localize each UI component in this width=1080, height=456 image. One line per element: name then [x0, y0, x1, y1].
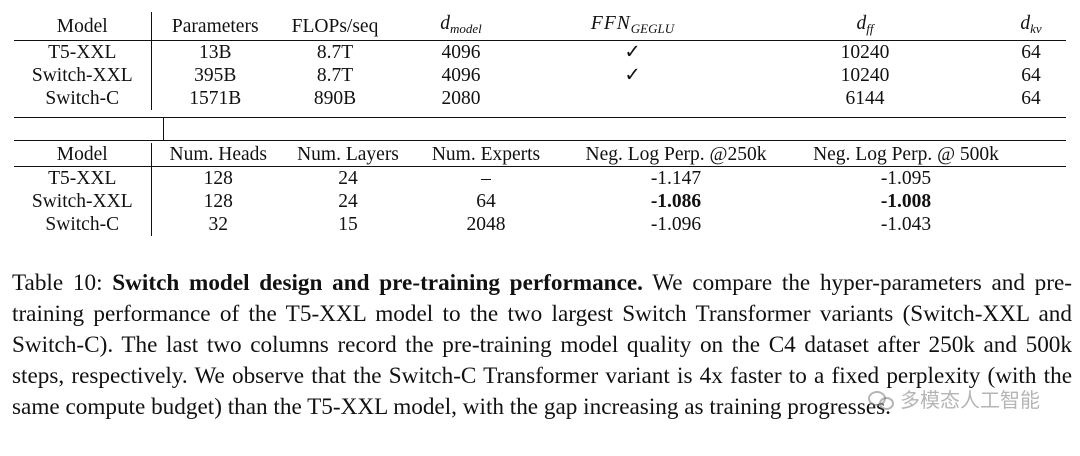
cell-num-layers: 24: [338, 191, 358, 212]
header-num-experts: Num. Experts: [411, 143, 561, 167]
header-ffn-geglu: FFNGEGLU: [531, 12, 734, 41]
cell-model: T5-XXL: [14, 166, 152, 190]
cell-perp-500k: -1.095: [880, 168, 932, 189]
cell-num-heads: 128: [203, 191, 233, 212]
table-row: Switch-C 32 15 2048 -1.096 -1.043: [14, 213, 1066, 236]
cell-flops: 890B: [313, 88, 357, 109]
cell-model: Switch-C: [14, 213, 152, 236]
table-row: Switch-XXL 128 24 64 -1.086 -1.008: [14, 190, 1066, 213]
cell-num-experts: 64: [476, 191, 496, 212]
header-flops: FLOPs/seq: [279, 12, 391, 41]
cell-parameters: 1571B: [189, 88, 242, 109]
table-header-row: Model Num. Heads Num. Layers Num. Expert…: [14, 143, 1066, 167]
cell-num-heads: 32: [208, 214, 229, 235]
cell-num-experts: 2048: [466, 214, 506, 235]
wechat-icon: [868, 389, 894, 410]
cell-d-ff: 6144: [845, 88, 885, 109]
caption-text: We compare the hyper-parameters and pre-…: [12, 270, 1072, 420]
cell-ffn-geglu: [531, 87, 734, 110]
cell-perp-250k: -1.086: [650, 191, 702, 212]
table-row: Switch-C 1571B 890B 2080 6144 64: [14, 87, 1066, 110]
watermark: 多模态人工智能: [868, 384, 1040, 413]
separator-vline: [163, 118, 164, 140]
table-row: T5-XXL 128 24 – -1.147 -1.095: [14, 166, 1066, 191]
caption-label: Table 10:: [12, 270, 103, 296]
hyperparameter-table: Model Parameters FLOPs/seq dmodel FFNGEG…: [14, 12, 1066, 110]
header-empty: [1021, 143, 1066, 167]
header-model: Model: [14, 12, 152, 41]
cell-d-kv: 64: [1021, 65, 1041, 86]
caption-title: Switch model design and pre-training per…: [112, 270, 643, 296]
header-model: Model: [14, 143, 152, 167]
cell-model: T5-XXL: [14, 40, 152, 64]
table-header-row: Model Parameters FLOPs/seq dmodel FFNGEG…: [14, 12, 1066, 41]
cell-model: Switch-XXL: [14, 64, 152, 87]
cell-flops: 8.7T: [316, 42, 354, 63]
cell-perp-500k: -1.008: [880, 191, 932, 212]
cell-d-kv: 64: [1021, 42, 1041, 63]
cell-num-heads: 128: [203, 168, 233, 189]
cell-num-experts: –: [481, 168, 491, 189]
header-d-kv: dkv: [996, 12, 1066, 41]
cell-perp-250k: -1.147: [650, 168, 702, 189]
cell-d-kv: 64: [1021, 88, 1041, 109]
header-num-heads: Num. Heads: [151, 143, 285, 167]
header-perp-500k: Neg. Log Perp. @ 500k: [791, 143, 1021, 167]
cell-parameters: 395B: [194, 65, 237, 86]
cell-empty: [1021, 213, 1066, 236]
cell-d-model: 4096: [441, 65, 481, 86]
cell-d-model: 2080: [441, 88, 481, 109]
performance-table: Model Num. Heads Num. Layers Num. Expert…: [14, 143, 1066, 236]
cell-d-ff: 10240: [840, 42, 890, 63]
table-row: T5-XXL 13B 8.7T 4096 ✓ 10240 64: [14, 40, 1066, 64]
header-parameters: Parameters: [151, 12, 279, 41]
header-perp-250k: Neg. Log Perp. @250k: [561, 143, 791, 167]
checkmark-icon: ✓: [624, 42, 641, 63]
table-row: Switch-XXL 395B 8.7T 4096 ✓ 10240 64: [14, 64, 1066, 87]
cell-model: Switch-XXL: [14, 190, 152, 213]
cell-empty: [1021, 167, 1066, 191]
watermark-text: 多模态人工智能: [900, 388, 1040, 412]
cell-num-layers: 24: [338, 168, 358, 189]
header-num-layers: Num. Layers: [285, 143, 411, 167]
cell-d-model: 4096: [441, 42, 481, 63]
cell-perp-250k: -1.096: [650, 214, 702, 235]
table-separator: [14, 117, 1066, 141]
table-caption: Table 10: Switch model design and pre-tr…: [12, 268, 1072, 423]
cell-model: Switch-C: [14, 87, 152, 110]
cell-empty: [1021, 190, 1066, 213]
header-d-model: dmodel: [391, 12, 531, 41]
cell-d-ff: 10240: [840, 65, 890, 86]
cell-parameters: 13B: [198, 42, 232, 63]
cell-flops: 8.7T: [316, 65, 354, 86]
header-d-ff: dff: [734, 12, 996, 41]
cell-num-layers: 15: [338, 214, 358, 235]
cell-perp-500k: -1.043: [880, 214, 932, 235]
checkmark-icon: ✓: [624, 65, 641, 86]
